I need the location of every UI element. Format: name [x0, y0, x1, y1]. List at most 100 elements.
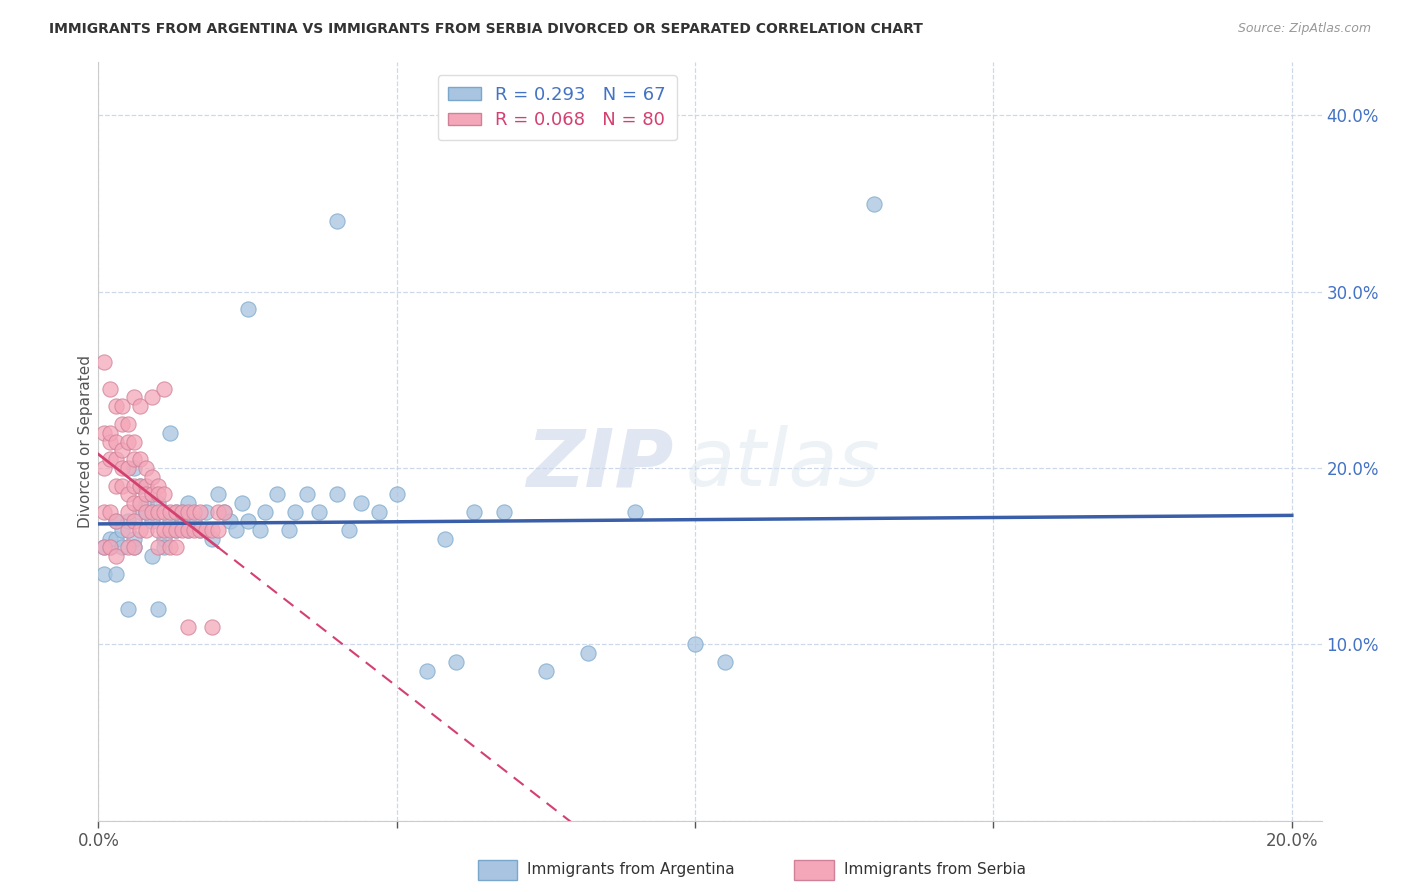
Point — [153, 382, 176, 396]
Point — [111, 443, 134, 458]
Point — [141, 514, 163, 528]
Point — [135, 505, 157, 519]
Point — [183, 514, 205, 528]
Point — [129, 505, 152, 519]
Point — [146, 505, 169, 519]
Point — [165, 523, 187, 537]
Point — [122, 478, 145, 492]
Point — [98, 541, 121, 555]
Point — [212, 505, 235, 519]
Point — [177, 505, 200, 519]
Point — [117, 417, 139, 431]
Point — [105, 434, 128, 449]
Point — [188, 523, 211, 537]
Point — [105, 532, 128, 546]
Point — [105, 514, 128, 528]
Point — [177, 620, 200, 634]
Text: atlas: atlas — [686, 425, 880, 503]
Point — [153, 532, 176, 546]
Point — [183, 523, 205, 537]
Point — [146, 496, 169, 510]
Point — [534, 664, 557, 678]
Point — [266, 487, 288, 501]
Point — [326, 214, 349, 228]
Point — [576, 646, 599, 660]
Point — [141, 487, 163, 501]
Point — [98, 452, 121, 467]
Point — [122, 541, 145, 555]
Text: ZIP: ZIP — [526, 425, 673, 503]
Point — [117, 541, 139, 555]
Point — [135, 496, 157, 510]
Point — [170, 505, 193, 519]
Point — [93, 425, 115, 440]
Point — [231, 496, 253, 510]
Point — [159, 523, 181, 537]
Point — [98, 541, 121, 555]
Point — [135, 461, 157, 475]
Point — [146, 478, 169, 492]
Point — [183, 505, 205, 519]
Point — [165, 505, 187, 519]
Point — [297, 487, 319, 501]
Text: Immigrants from Serbia: Immigrants from Serbia — [844, 863, 1025, 877]
Point — [165, 505, 187, 519]
Point — [122, 532, 145, 546]
Point — [683, 637, 706, 651]
Point — [117, 461, 139, 475]
Point — [153, 505, 176, 519]
Point — [188, 523, 211, 537]
Point — [415, 664, 437, 678]
Point — [165, 541, 187, 555]
Point — [177, 523, 200, 537]
Point — [117, 434, 139, 449]
Point — [236, 302, 259, 317]
Point — [105, 478, 128, 492]
Point — [117, 523, 139, 537]
Point — [254, 505, 277, 519]
Point — [284, 505, 307, 519]
Point — [105, 514, 128, 528]
Point — [98, 382, 121, 396]
Point — [135, 478, 157, 492]
Point — [105, 399, 128, 413]
Point — [207, 505, 229, 519]
Point — [141, 391, 163, 405]
Point — [153, 523, 176, 537]
Point — [111, 417, 134, 431]
Point — [188, 505, 211, 519]
Point — [105, 549, 128, 563]
Point — [236, 514, 259, 528]
Point — [165, 523, 187, 537]
Point — [146, 487, 169, 501]
Point — [159, 541, 181, 555]
Point — [122, 514, 145, 528]
Point — [249, 523, 271, 537]
Point — [201, 532, 224, 546]
Point — [624, 505, 647, 519]
Point — [135, 505, 157, 519]
Point — [93, 505, 115, 519]
Point — [122, 434, 145, 449]
Point — [194, 523, 217, 537]
Point — [153, 487, 176, 501]
Point — [159, 505, 181, 519]
Point — [122, 391, 145, 405]
Text: IMMIGRANTS FROM ARGENTINA VS IMMIGRANTS FROM SERBIA DIVORCED OR SEPARATED CORREL: IMMIGRANTS FROM ARGENTINA VS IMMIGRANTS … — [49, 22, 924, 37]
Y-axis label: Divorced or Separated: Divorced or Separated — [77, 355, 93, 528]
Point — [111, 399, 134, 413]
Point — [129, 478, 152, 492]
Point — [98, 532, 121, 546]
Point — [863, 196, 886, 211]
Point — [93, 541, 115, 555]
Point — [350, 496, 373, 510]
Point — [105, 566, 128, 581]
Point — [177, 523, 200, 537]
Point — [201, 523, 224, 537]
Point — [93, 355, 115, 369]
Point — [207, 523, 229, 537]
Point — [129, 399, 152, 413]
Point — [463, 505, 485, 519]
Point — [98, 434, 121, 449]
Point — [122, 452, 145, 467]
